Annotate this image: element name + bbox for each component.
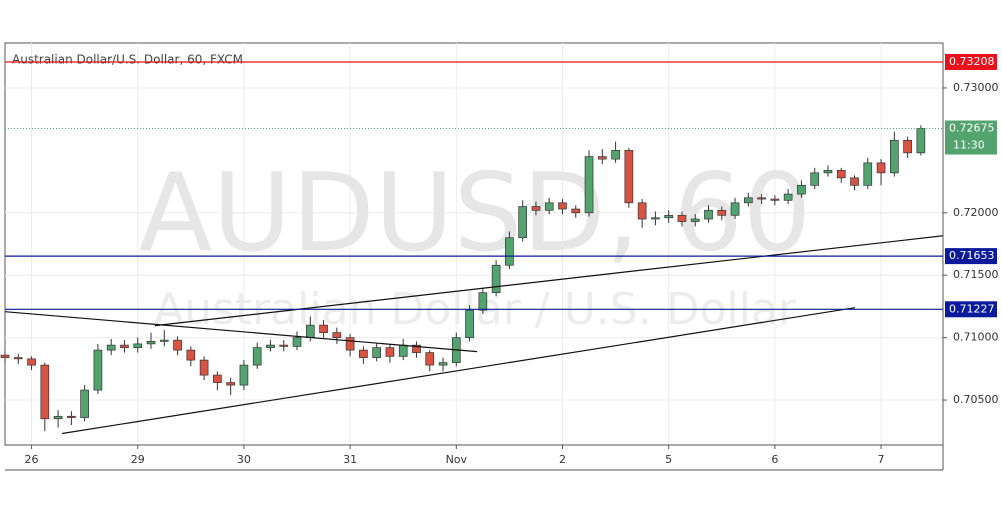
y-tick-label: 0.71500 (953, 268, 999, 281)
candle-body (889, 140, 899, 174)
x-tick-label: 31 (343, 453, 357, 466)
candle-body (478, 292, 488, 311)
candle-body (372, 347, 381, 358)
candle-body (398, 344, 408, 357)
x-tick-label: 29 (131, 453, 145, 466)
y-tick-label: 0.73000 (953, 81, 999, 94)
candle-body (319, 324, 328, 333)
candle-body (292, 337, 302, 347)
candle-body (571, 208, 581, 214)
candle-body (412, 344, 421, 353)
x-tick-label: 5 (665, 453, 672, 466)
candle-body (67, 415, 76, 418)
candle-body (53, 415, 63, 420)
candle-body (465, 309, 474, 338)
level-label: 0.71227 (949, 302, 995, 315)
candle-body (544, 202, 554, 211)
candle-body (850, 177, 859, 186)
candle-body (863, 162, 873, 186)
candle-body (531, 206, 541, 211)
candle-body (106, 344, 116, 351)
plot-frame (4, 42, 944, 446)
level-label: 0.73208 (949, 55, 995, 68)
candle-body (239, 364, 249, 386)
candle-body (13, 357, 23, 360)
level-tag (945, 248, 997, 265)
x-tick-label: 26 (25, 453, 39, 466)
candle-body (810, 172, 820, 186)
x-tick-label: 2 (559, 453, 566, 466)
candle-body (637, 202, 647, 220)
candle-body (279, 344, 289, 347)
watermark: AUDUSD, 60 (139, 151, 812, 276)
x-tick-label: 6 (771, 453, 778, 466)
candle-body (199, 359, 209, 376)
trend-line (61, 307, 856, 435)
candle-body (611, 150, 620, 160)
candle-body (584, 156, 594, 214)
candle-body (146, 341, 156, 345)
candle-body (80, 389, 89, 418)
candle-body (40, 364, 50, 420)
candle-body (916, 128, 926, 154)
candle-body (266, 344, 275, 348)
y-tick-label: 0.70500 (953, 393, 999, 406)
trend-line (4, 311, 478, 353)
candle-body (677, 214, 687, 222)
level-tag (945, 301, 997, 318)
candle-body (159, 339, 169, 342)
candle-body (27, 358, 36, 366)
candle-body (120, 344, 129, 348)
candle-body (624, 150, 634, 204)
candle-body (823, 169, 833, 174)
candle-body (186, 349, 196, 361)
candle-body (743, 197, 753, 204)
candle-body (903, 140, 912, 154)
candle-body (505, 237, 514, 266)
candle-body (438, 362, 448, 366)
candle-body (385, 347, 395, 357)
level-tag (945, 53, 997, 70)
candle-body (359, 349, 368, 358)
candle-body (133, 343, 143, 348)
candle-body (757, 197, 766, 200)
candle-body (664, 214, 674, 219)
candle-body (730, 202, 740, 216)
candle-body (797, 184, 806, 195)
candle-body (425, 352, 435, 366)
candle-body (717, 209, 727, 216)
trend-line (154, 235, 944, 327)
candle-body (252, 347, 262, 366)
candle-body (332, 332, 342, 338)
candle-body (0, 354, 10, 358)
chart-title: Australian Dollar/U.S. Dollar, 60, FXCM (12, 53, 243, 67)
countdown-label: 11:30 (953, 139, 985, 152)
candle-body (690, 218, 700, 222)
y-tick-label: 0.72000 (953, 206, 999, 219)
candle-body (651, 217, 660, 220)
candle-body (876, 162, 886, 174)
candle-body (491, 264, 501, 294)
candle-body (597, 156, 607, 160)
candle-body (558, 202, 567, 210)
x-tick-label: 30 (237, 453, 251, 466)
candle-body (173, 339, 182, 351)
candle-body (836, 169, 846, 179)
level-label: 0.71653 (949, 249, 995, 262)
last-price-label: 0.72675 (949, 122, 995, 135)
candle-body (518, 206, 528, 239)
candle-body (770, 198, 780, 201)
candle-body (345, 337, 355, 351)
x-tick-label: Nov (446, 453, 468, 466)
candle-body (226, 382, 235, 386)
candle-body (704, 209, 713, 220)
candle-body (213, 374, 222, 383)
last-price-tag (945, 120, 997, 155)
candle-body (305, 324, 315, 338)
candle-body (783, 193, 793, 201)
candle-body (93, 349, 103, 391)
x-tick-label: 7 (878, 453, 885, 466)
y-tick-label: 0.71000 (953, 331, 999, 344)
